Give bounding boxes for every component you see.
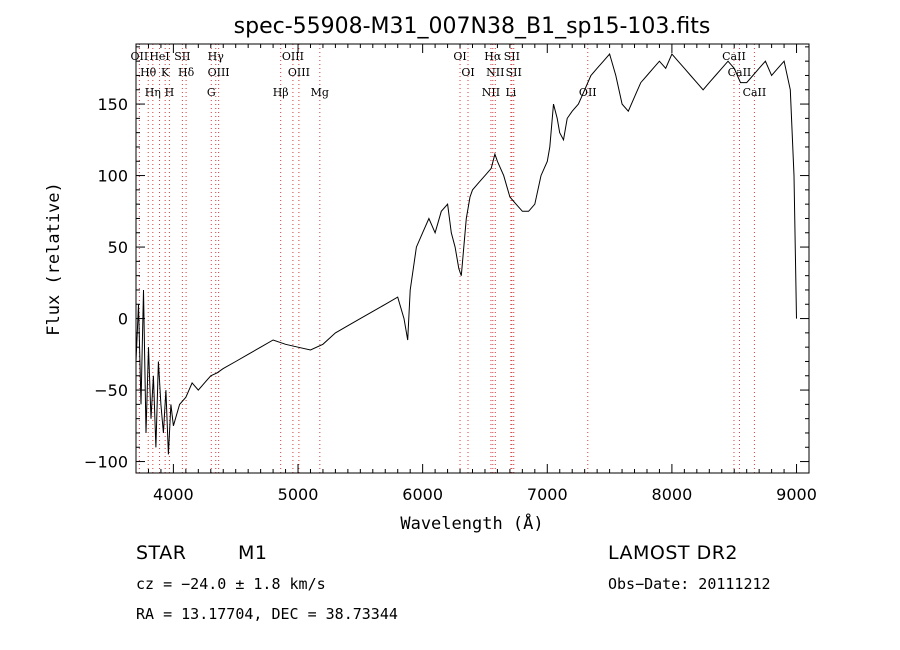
object-subclass: M1	[238, 542, 268, 564]
spectral-line-label: Li	[505, 86, 516, 99]
spectral-line-label: SII	[504, 50, 520, 63]
observation-date: Obs−Date: 20111212	[608, 575, 771, 593]
y-tick-label: 50	[108, 238, 128, 257]
x-tick-label: 8000	[652, 485, 693, 504]
spectral-line-label: OIII	[208, 66, 230, 79]
spectral-line-label: Hβ	[273, 86, 289, 99]
spectral-line-label: Mg	[311, 86, 329, 99]
y-tick-label: 150	[97, 95, 128, 114]
x-tick-label: 6000	[402, 485, 443, 504]
spectral-line-label: NII	[482, 86, 500, 99]
spectral-line-label: Hδ	[178, 66, 195, 79]
spectral-line-label: SII	[506, 66, 522, 79]
spectral-line-label: Hθ	[140, 66, 157, 79]
object-class: STAR	[136, 542, 187, 564]
spectral-line-markers	[138, 44, 755, 473]
spectral-line-label: HeI	[149, 50, 169, 63]
survey-name: LAMOST DR2	[608, 542, 738, 564]
spectral-line-label: SII	[174, 50, 190, 63]
y-tick-label: −50	[94, 381, 128, 400]
spectral-line-label: Hγ	[208, 50, 225, 63]
spectral-line-label: G	[207, 86, 216, 99]
spectral-line-label: OII	[579, 86, 597, 99]
spectral-line-label: OIII	[288, 66, 310, 79]
x-tick-label: 9000	[776, 485, 817, 504]
spectral-line-label: NII	[486, 66, 504, 79]
chart-title: spec-55908-M31_007N38_B1_sp15-103.fits	[234, 14, 711, 39]
spectral-line-label: OII	[131, 50, 149, 63]
coordinates: RA = 13.17704, DEC = 38.73344	[136, 605, 398, 623]
y-tick-label: −100	[84, 453, 128, 472]
spectral-line-label: Hη	[145, 86, 161, 99]
spectral-line-label: Hα	[484, 50, 502, 63]
spectrum-line	[135, 52, 797, 455]
spectral-line-label: CaII	[722, 50, 746, 63]
spectrum-series	[135, 52, 797, 455]
spectral-line-labels: OIIHθHηHeIKHSIIHδGHγOIIIHβOIIIOIIIMgOIOI…	[131, 50, 767, 99]
spectral-line-label: H	[165, 86, 175, 99]
y-tick-label: 0	[118, 310, 128, 329]
y-tick-label: 100	[97, 167, 128, 186]
redshift-velocity: cz = −24.0 ± 1.8 km/s	[136, 575, 326, 593]
spectral-line-label: K	[161, 66, 170, 79]
axis-ticks: 4000 5000 6000 7000 8000 9000 −100 −50 0 50 100 150	[84, 44, 817, 504]
x-tick-label: 4000	[153, 485, 194, 504]
spectral-line-label: OIII	[282, 50, 304, 63]
x-tick-label: 5000	[278, 485, 319, 504]
plot-frame	[135, 43, 810, 474]
spectral-line-label: CaII	[743, 86, 767, 99]
spectral-line-label: OI	[453, 50, 466, 63]
x-tick-label: 7000	[527, 485, 568, 504]
spectral-line-label: CaII	[728, 66, 752, 79]
x-axis-label: Wavelength (Å)	[400, 512, 543, 534]
spectral-line-label: OI	[461, 66, 474, 79]
y-axis-label: Flux (relative)	[44, 182, 64, 336]
